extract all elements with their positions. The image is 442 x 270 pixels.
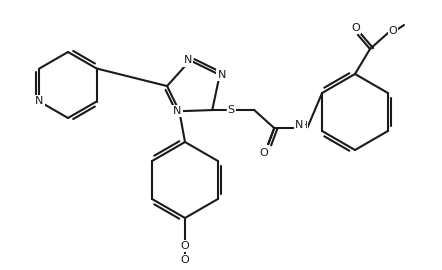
Text: H: H <box>300 121 307 130</box>
Text: N: N <box>173 106 182 116</box>
Text: S: S <box>228 105 235 115</box>
Text: N: N <box>35 96 44 106</box>
Text: O: O <box>181 255 189 265</box>
Text: O: O <box>181 241 189 251</box>
Text: O: O <box>352 23 360 33</box>
Text: O: O <box>260 148 269 158</box>
Text: N: N <box>184 55 192 65</box>
Text: N: N <box>295 120 303 130</box>
Text: N: N <box>217 70 226 80</box>
Text: O: O <box>389 26 397 36</box>
